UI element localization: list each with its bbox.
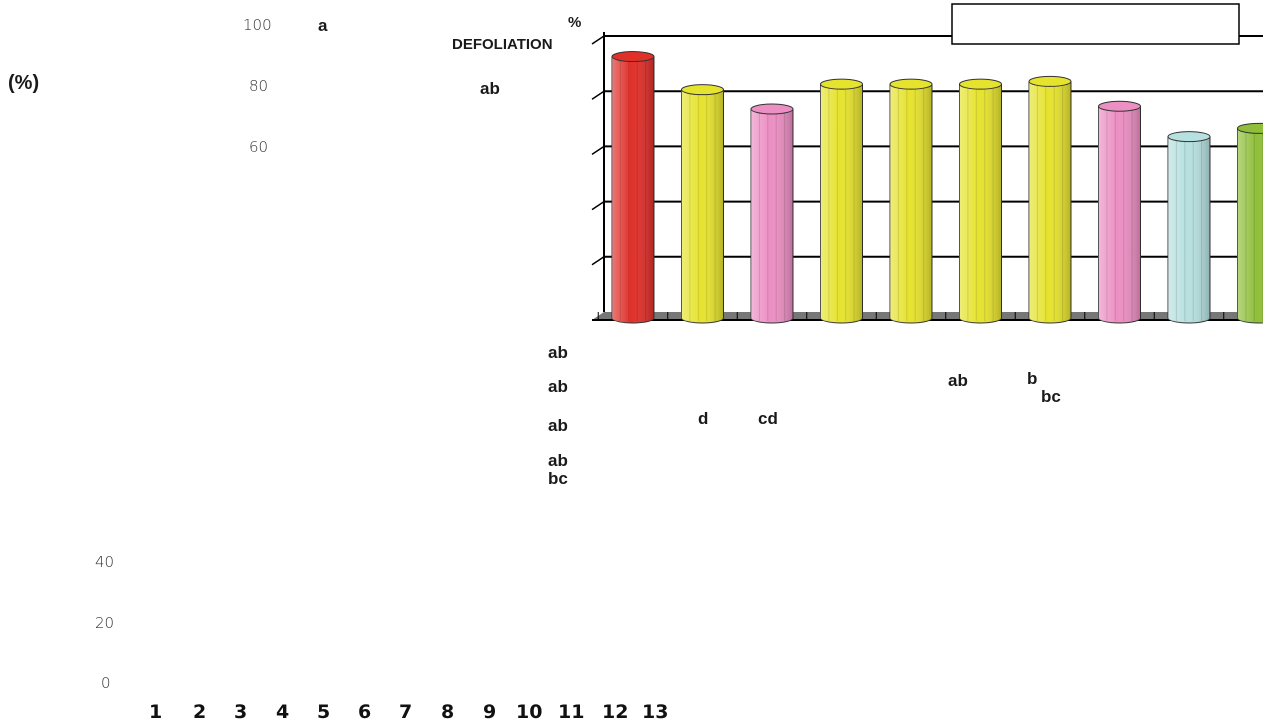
category-label-11: 11 <box>558 701 585 723</box>
category-label-9: 9 <box>483 701 497 723</box>
bar-5 <box>889 78 933 324</box>
bar-1 <box>611 51 655 324</box>
chart-bars <box>611 51 1263 324</box>
sig-letter-ab-2: ab <box>548 377 568 396</box>
category-label-7: 7 <box>399 701 413 723</box>
y-tick-100: 100 <box>243 16 272 34</box>
y-tick-0: 0 <box>101 674 111 692</box>
category-label-13: 13 <box>642 701 669 723</box>
sig-letter-cd: cd <box>758 409 778 428</box>
y-axis-label-defoliation: DEFOLIATION <box>452 36 553 53</box>
gridline-tick-80 <box>591 90 605 100</box>
y-axis-label-percent: % <box>568 14 582 31</box>
sig-letter-a: a <box>318 16 328 35</box>
bar-9 <box>1167 131 1211 324</box>
sig-letter-ab-1: ab <box>548 343 568 362</box>
category-label-1: 1 <box>149 701 163 723</box>
bar-8 <box>1098 100 1141 324</box>
category-label-12: 12 <box>602 701 629 723</box>
category-label-2: 2 <box>193 701 207 723</box>
sig-letter-ab-top: ab <box>480 79 500 98</box>
bar-3 <box>750 103 794 324</box>
sig-letter-ab-3: ab <box>548 416 568 435</box>
sig-letter-bc-mid: bc <box>1041 387 1061 406</box>
bar-7 <box>1028 75 1072 324</box>
gridline-tick-20 <box>591 256 605 266</box>
y-axis-label-left: (%) <box>8 72 40 94</box>
bar-6 <box>959 78 1002 324</box>
bar-10 <box>1237 122 1263 324</box>
bar-2 <box>681 84 724 324</box>
category-label-4: 4 <box>276 701 290 723</box>
y-tick-60: 60 <box>249 138 269 156</box>
category-label-10: 10 <box>516 701 543 723</box>
gridline-tick-40 <box>591 200 605 211</box>
category-label-3: 3 <box>234 701 248 723</box>
gridline-tick-100 <box>591 35 605 45</box>
y-tick-40: 40 <box>95 553 115 571</box>
gridline-tick-60 <box>591 145 605 156</box>
sig-letter-b: b <box>1027 369 1038 388</box>
bar-4 <box>820 78 863 324</box>
category-label-5: 5 <box>317 701 331 723</box>
category-label-6: 6 <box>358 701 372 723</box>
category-label-8: 8 <box>441 701 455 723</box>
sig-letter-bc-1: bc <box>548 469 568 488</box>
sig-letter-ab-mid: ab <box>948 371 968 390</box>
sig-letter-d: d <box>698 409 709 428</box>
legend-box <box>951 3 1240 45</box>
y-tick-20: 20 <box>95 614 115 632</box>
sig-letter-ab-4: ab <box>548 451 568 470</box>
y-tick-80: 80 <box>249 77 269 95</box>
